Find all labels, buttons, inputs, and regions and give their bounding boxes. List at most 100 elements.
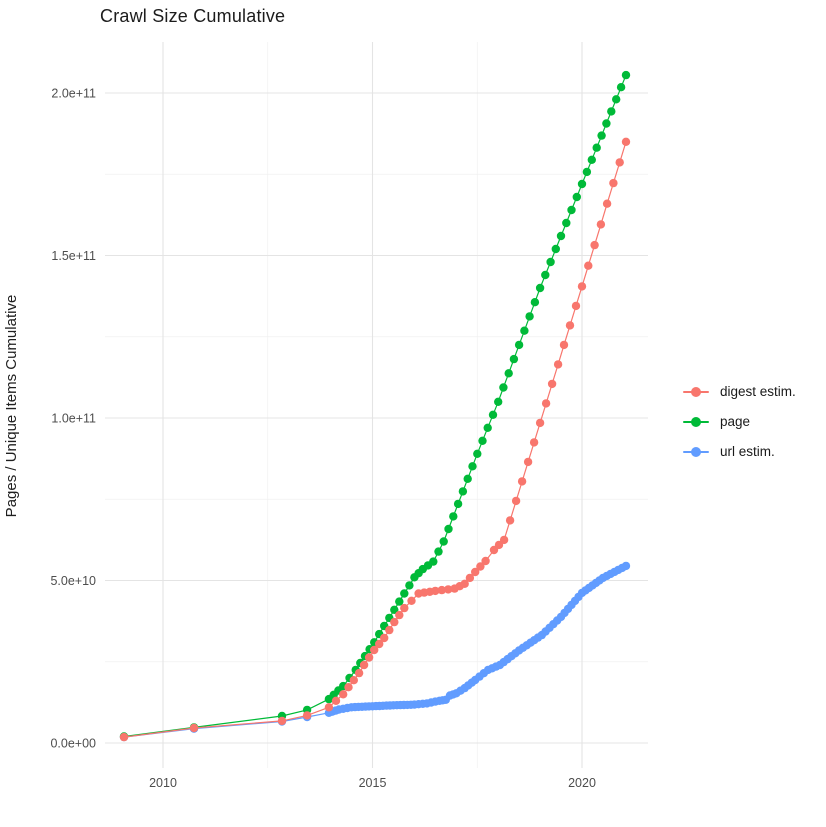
data-point [364,653,374,662]
legend-item-digest-estim: digest estim. [683,381,796,402]
data-point [471,567,480,577]
series-url-estim [119,561,631,742]
data-point [468,462,477,471]
series-page [119,70,631,741]
data-point [444,524,453,534]
data-point [505,516,515,525]
data-point [359,660,369,670]
data-point [473,449,482,458]
data-point [483,423,492,432]
data-point [458,487,468,496]
legend: digest estim. page url estim. [683,381,796,471]
legend-key-url-icon [683,446,709,457]
data-point [385,625,394,635]
data-point [525,312,534,321]
data-point [509,354,519,364]
legend-item-label: page [720,414,751,429]
data-point [354,668,364,678]
data-point [395,610,404,620]
data-point [431,586,440,596]
data-point [324,703,334,712]
data-point [571,301,581,311]
data-point [511,496,521,506]
data-point [592,143,601,152]
data-point [395,597,404,606]
data-point [616,83,626,92]
legend-item-label: url estim. [720,444,775,459]
data-point [612,95,621,104]
data-point [499,535,509,545]
data-point [344,683,353,692]
data-point [499,383,508,392]
data-point [453,499,463,509]
data-point [559,340,569,350]
data-point [375,639,384,649]
data-point [390,605,399,614]
data-point [444,585,453,594]
data-point [546,257,555,267]
legend-key-page-icon [683,416,709,427]
legend-key-dot [691,416,701,427]
data-point [504,369,513,378]
legend-key-dot [691,446,701,457]
data-point [400,589,409,598]
legend-item-url-estim: url estim. [683,441,796,462]
y-tick-label: 1.5e+11 [51,249,96,263]
data-point [520,326,529,335]
data-point [547,379,557,389]
data-point [529,438,539,447]
data-point [463,474,472,483]
y-axis-title: Pages / Unique Items Cumulative [3,294,20,518]
data-point [556,231,566,241]
x-tick-label: 2015 [359,776,387,790]
legend-key-digest-icon [683,386,709,397]
data-point [189,723,199,733]
data-point [380,633,389,643]
series-digest-estim [119,137,631,742]
data-point [517,477,527,486]
legend-key-dot [691,386,701,397]
data-point [331,696,341,705]
y-tick-label: 0.0e+00 [50,737,96,751]
data-point [119,732,129,742]
data-point [541,270,550,280]
data-point [449,512,458,521]
data-point [349,676,358,685]
data-point [494,397,503,406]
data-point [615,158,624,167]
data-point [277,716,287,726]
data-point [577,282,587,291]
data-point [572,192,581,202]
data-point [562,218,571,228]
data-point [587,155,596,164]
data-point [405,581,414,590]
data-point [514,340,524,350]
data-point [488,410,498,419]
data-point [481,556,490,566]
data-point [584,261,593,270]
x-tick-label: 2010 [149,776,177,790]
data-point [565,321,575,330]
data-point [465,573,475,583]
data-point [476,562,485,571]
y-tick-label: 2.0e+11 [51,87,96,101]
data-point [460,579,469,588]
data-point [370,645,379,655]
data-point [553,360,563,369]
data-point [602,119,611,128]
data-point [541,399,551,408]
data-point [523,457,533,467]
data-point [434,547,443,556]
data-point [596,220,606,229]
data-point [437,585,446,595]
legend-item-page: page [683,411,796,432]
y-tick-label: 5.0e+10 [50,574,96,588]
data-point [478,436,487,445]
chart-title: Crawl Size Cumulative [100,6,286,26]
data-point [597,131,606,140]
data-point [582,167,592,177]
data-point [339,690,348,699]
data-point [621,70,631,80]
data-point [602,199,612,208]
